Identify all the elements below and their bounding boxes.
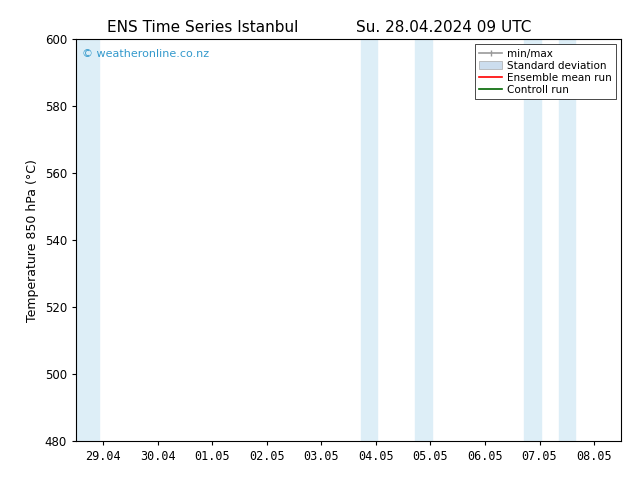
Text: © weatheronline.co.nz: © weatheronline.co.nz (82, 49, 209, 59)
Text: Su. 28.04.2024 09 UTC: Su. 28.04.2024 09 UTC (356, 20, 531, 35)
Bar (524, 39, 541, 441)
Legend: min/max, Standard deviation, Ensemble mean run, Controll run: min/max, Standard deviation, Ensemble me… (475, 45, 616, 99)
Bar (559, 39, 575, 441)
Bar (76, 39, 99, 441)
Text: ENS Time Series Istanbul: ENS Time Series Istanbul (107, 20, 299, 35)
Bar (415, 39, 432, 441)
Y-axis label: Temperature 850 hPa (°C): Temperature 850 hPa (°C) (26, 159, 39, 321)
Bar (361, 39, 377, 441)
